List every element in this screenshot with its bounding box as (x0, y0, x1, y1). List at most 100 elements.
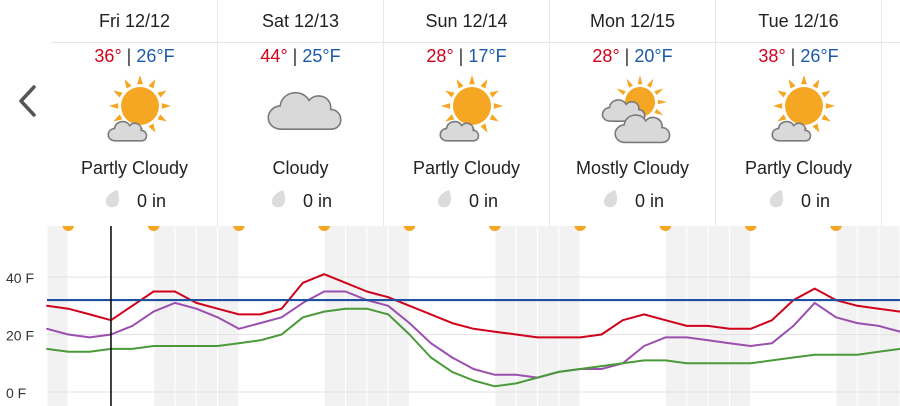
day-card[interactable]: Mon 12/15 28° | 20°F Mostly Cloudy 0 in (550, 0, 716, 232)
data-point (323, 310, 326, 313)
data-point (302, 302, 304, 304)
data-point (856, 304, 859, 307)
data-point (600, 365, 603, 368)
sun-marker (403, 226, 416, 231)
data-point (664, 319, 667, 322)
data-point (707, 362, 709, 365)
data-point (877, 307, 880, 310)
day-temps: 28° | 17°F (384, 46, 549, 67)
day-temps: 36° | 26°F (52, 46, 217, 67)
chevron-left-icon[interactable] (14, 81, 40, 121)
data-point (67, 350, 70, 353)
data-point (387, 313, 390, 316)
data-point (365, 307, 368, 310)
data-point (280, 316, 283, 319)
data-point (643, 313, 645, 316)
data-point (771, 319, 773, 322)
precip-value: 0 in (302, 191, 333, 211)
data-point (88, 313, 91, 316)
data-point (323, 273, 326, 276)
y-tick-label: 0 F (6, 385, 26, 401)
data-point (472, 368, 475, 370)
day-card[interactable]: Sun 12/14 28° | 17°F Partly Cloudy 0 in (384, 0, 550, 232)
data-point (685, 336, 688, 339)
temp-separator: | (287, 46, 303, 66)
low-temp: 26°F (800, 46, 839, 66)
data-point (259, 313, 262, 316)
data-point (856, 353, 859, 356)
data-point (813, 302, 816, 304)
sun-marker (744, 226, 757, 231)
raindrop-icon (103, 188, 123, 215)
raindrop-icon (435, 188, 455, 215)
data-point (46, 348, 48, 350)
data-point (365, 290, 368, 293)
data-point (877, 325, 880, 327)
data-point (792, 356, 795, 359)
data-point (557, 336, 560, 339)
data-point (429, 342, 432, 345)
data-point (728, 342, 731, 345)
precip-amount: 0 in (218, 188, 383, 212)
day-date: Mon 12/15 (550, 0, 715, 43)
data-point (728, 327, 731, 330)
hourly-temperature-chart[interactable]: 0 F 20 F 40 F (0, 226, 900, 406)
data-point (131, 348, 134, 350)
data-point (344, 281, 347, 284)
data-point (152, 290, 155, 293)
partly-cloudy-icon (92, 75, 178, 146)
data-point (67, 307, 70, 310)
condition-label: Cloudy (272, 158, 329, 178)
high-temp: 28° (592, 46, 620, 66)
data-point (771, 342, 773, 345)
data-point (877, 350, 880, 353)
data-point (67, 333, 70, 336)
forecast-days: Fri 12/12 36° | 26°F Partly Cloudy 0 in … (52, 0, 900, 232)
day-card[interactable]: Tue 12/16 38° | 26°F Partly Cloudy 0 in (716, 0, 882, 232)
day-card[interactable]: Fri 12/12 36° | 26°F Partly Cloudy 0 in (52, 0, 218, 232)
data-point (621, 319, 624, 322)
day-temps: 44° | 25°F (218, 46, 383, 67)
data-point (344, 290, 347, 293)
data-point (451, 356, 454, 359)
data-point (216, 345, 219, 347)
night-band (836, 226, 900, 406)
data-point (280, 307, 283, 310)
data-point (302, 316, 304, 319)
data-point (344, 307, 347, 310)
sun-marker (147, 226, 160, 231)
data-point (46, 327, 48, 330)
data-point (174, 345, 176, 347)
data-point (856, 322, 859, 324)
high-temp: 28° (426, 46, 454, 66)
data-point (152, 345, 155, 347)
y-tick-label: 20 F (6, 328, 34, 344)
precip-value: 0 in (800, 191, 831, 211)
day-temps: 38° | 26°F (716, 46, 881, 67)
data-point (88, 350, 91, 353)
low-temp: 25°F (302, 46, 341, 66)
data-point (813, 287, 816, 290)
data-point (600, 368, 603, 370)
day-date: Sun 12/14 (384, 0, 549, 43)
data-point (472, 327, 475, 330)
raindrop-icon (767, 188, 787, 215)
data-point (664, 359, 667, 362)
day-card[interactable]: Sat 12/13 44° | 25°F Cloudy 0 in (218, 0, 384, 232)
data-point (131, 304, 134, 307)
data-point (408, 322, 411, 324)
precip-value: 0 in (634, 191, 665, 211)
data-point (280, 333, 283, 336)
data-point (408, 333, 411, 336)
data-point (131, 325, 134, 327)
data-point (728, 362, 731, 365)
data-point (152, 310, 155, 313)
prev-day-button[interactable] (8, 76, 46, 126)
data-point (195, 302, 198, 304)
day-temps: 28° | 20°F (550, 46, 715, 67)
data-point (174, 302, 176, 304)
day-card-partial[interactable] (882, 0, 900, 232)
data-point (536, 336, 539, 339)
data-point (643, 345, 645, 347)
data-point (493, 373, 496, 376)
